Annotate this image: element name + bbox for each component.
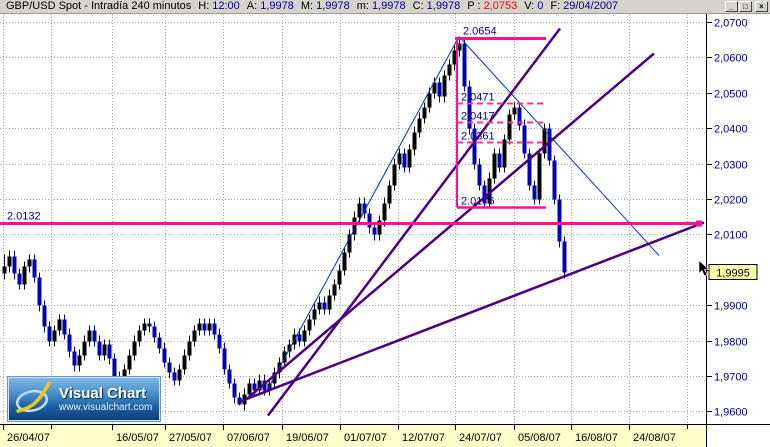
stat-label: C: [412,0,424,12]
fib-level-label: 2.0471 [461,92,495,104]
logo-url-text: www.visualchart.com [59,401,153,413]
price-axis-label: 2,0500 [714,89,748,101]
price-axis-label: 1,9900 [714,301,748,313]
date-axis-label: 24/07/07 [459,432,502,444]
price-axis-label: 2,0400 [714,124,748,136]
price-axis-label: 2,0200 [714,195,748,207]
price-axis-label: 2,0300 [714,160,748,172]
stat-value: 1,9978 [426,0,461,12]
price-axis-label: 2,0600 [714,53,748,65]
fibonacci-retracement[interactable]: 2.0471 2.0417 2.0361 2.0654 2.0176 [455,26,546,209]
date-axis-label: 26/04/07 [7,432,50,444]
date-axis-label: 12/07/07 [402,432,445,444]
date-axis-label: 01/07/07 [344,432,387,444]
window-title-bar: GBP/USD Spot - Intradía 240 minutos H: 12:… [0,0,770,14]
rally-support-line-blue[interactable] [266,36,460,391]
visual-chart-logo[interactable]: Visual Chart www.visualchart.com [7,376,161,422]
plot-background [0,14,770,447]
mouse-cursor [698,259,710,277]
stat-label: m: [356,0,369,12]
price-axis-label: 2,0100 [714,230,748,242]
minimize-button[interactable]: _ [725,1,738,12]
last-price-tag: 1,9995 [698,259,758,280]
stat-value: 1,9978 [260,0,294,12]
stat-label: A: [246,0,258,12]
resistance-line[interactable]: 2.0132 [0,211,702,227]
resistance-level-label: 2.0132 [7,211,41,223]
date-axis-label: 19/06/07 [286,432,329,444]
decline-resistance-line-blue[interactable] [458,36,660,256]
window-controls: _ □ × [724,1,768,12]
date-axis-label: 07/06/07 [227,432,270,444]
date-axis-label: 16/08/07 [575,432,618,444]
quote-stats: H: 12:00 A: 1,9978 M: 1,9978 m: 1,9978 C: 1,9978 P… [191,0,618,12]
fib-bottom-label: 2.0176 [461,196,495,208]
price-axis-label: 2,0700 [714,18,748,30]
close-button[interactable]: × [755,1,768,12]
stat-label: M: [300,0,314,12]
stat-value: 29/04/2007 [563,0,619,12]
date-axis-label: 16/05/07 [116,432,159,444]
fib-level-label: 2.0361 [461,131,495,143]
logo-brand-text: Visual Chart [59,384,147,402]
date-axis-label: 05/08/07 [518,432,561,444]
date-axis-label: 24/08/07 [633,432,676,444]
stat-value: 2,0753 [483,0,518,12]
stat-value: 1,9978 [316,0,350,12]
window-title: GBP/USD Spot - Intradía 240 minutos [6,0,192,12]
stat-value: 12:00 [212,0,240,12]
visual-chart-logo-icon [15,381,51,413]
date-axis[interactable]: 26/04/07 16/05/07 27/05/07 07/06/07 19/06/07… [0,424,770,447]
date-axis-label: 27/05/07 [169,432,212,444]
fib-level-label: 2.0417 [461,111,495,123]
fib-top-label: 2.0654 [463,26,497,38]
price-axis-label: 1,9600 [714,407,748,419]
fan-line-shallow-purple[interactable] [239,221,705,403]
stat-label: F: [550,0,561,12]
stat-label: V: [524,0,535,12]
stat-label: H: [198,0,210,12]
price-axis-label: 1,9700 [714,372,748,384]
fan-line-mid-purple[interactable] [245,52,655,401]
last-price-value: 1,9995 [716,268,750,280]
chart-canvas[interactable]: 26/04/07 16/05/07 27/05/07 07/06/07 19/06/07… [0,14,770,447]
stat-value: 0 [537,0,544,12]
stat-value: 1,9978 [371,0,406,12]
price-axis-label: 1,9800 [714,337,748,349]
stat-label: P : [467,0,481,12]
maximize-button[interactable]: □ [739,1,752,12]
